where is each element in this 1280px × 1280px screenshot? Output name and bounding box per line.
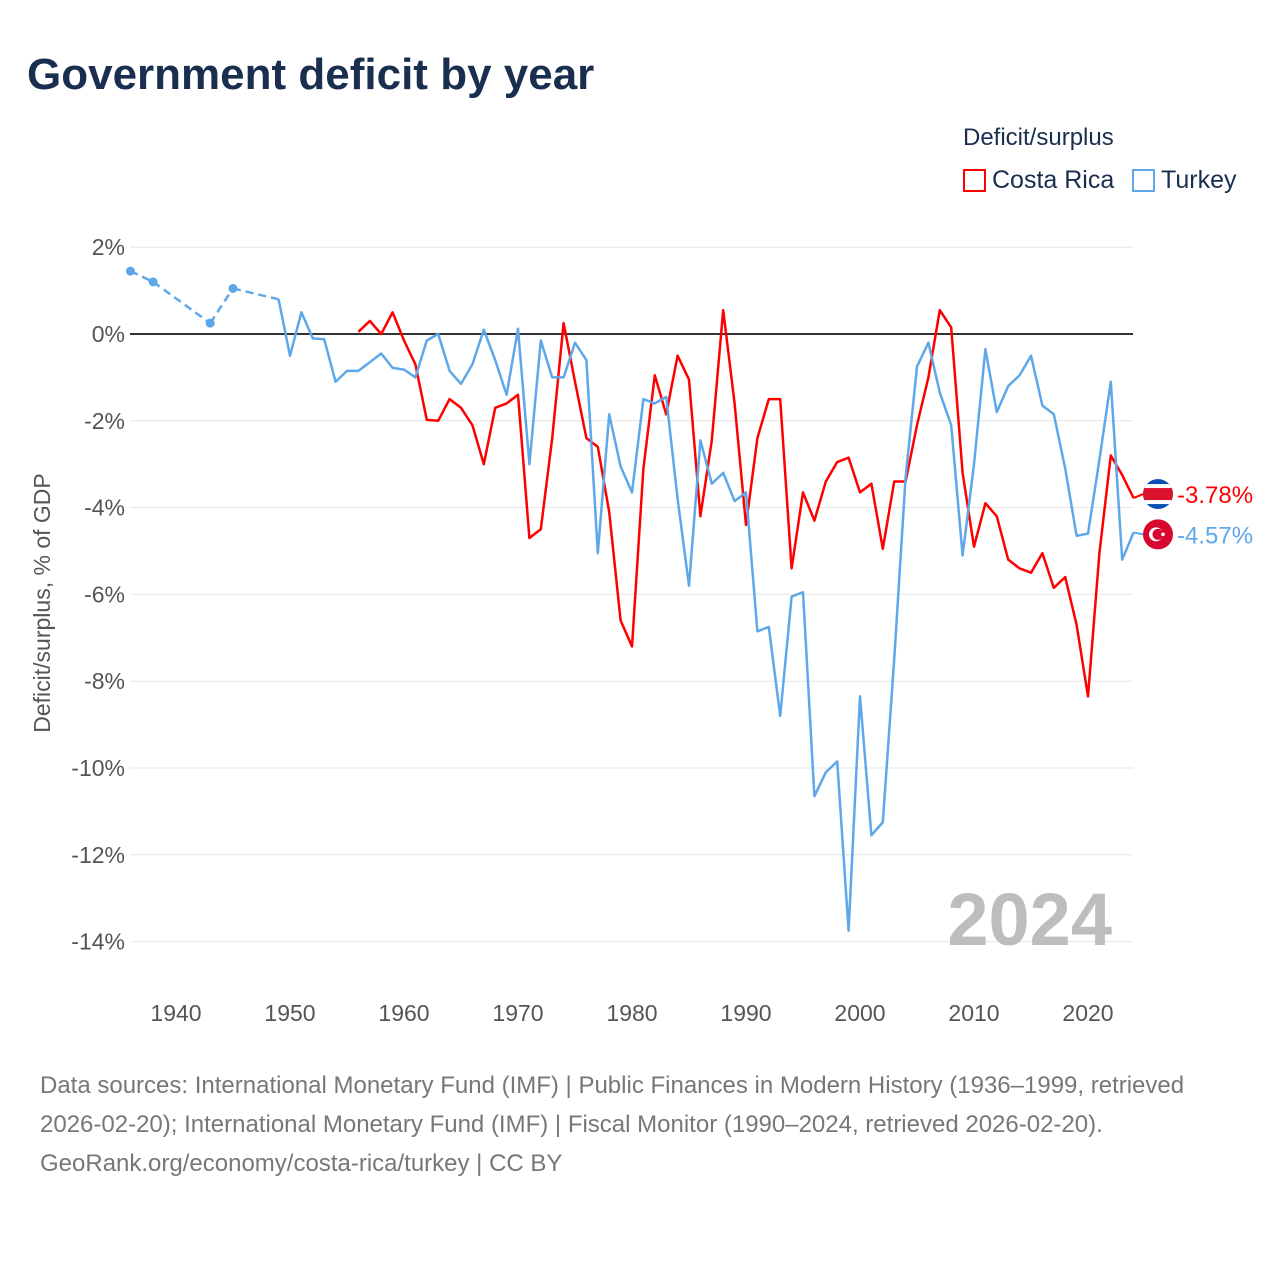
turkey-end-label: -4.57% bbox=[1177, 522, 1253, 549]
x-tick-label: 1970 bbox=[492, 1000, 543, 1026]
y-tick-label: -4% bbox=[84, 495, 125, 521]
legend-label: Turkey bbox=[1161, 166, 1237, 194]
legend-title: Deficit/surplus bbox=[963, 124, 1114, 151]
turkey-gap-line bbox=[209, 287, 235, 324]
y-tick-label: -8% bbox=[84, 668, 125, 694]
line-chart: 2% 0% -2% -4% -6% -8% -10% -12% -14% 1940 1950 1960… bbox=[29, 234, 1253, 1026]
y-tick-label: -2% bbox=[84, 408, 125, 434]
turkey-gap-line bbox=[152, 280, 211, 325]
costa-rica-line bbox=[357, 308, 1135, 698]
x-tick-label: 1990 bbox=[720, 1000, 771, 1026]
x-tick-label: 1960 bbox=[378, 1000, 429, 1026]
flag-red bbox=[1143, 488, 1173, 501]
y-axis-label: Deficit/surplus, % of GDP bbox=[29, 473, 55, 732]
footer: Data sources: International Monetary Fun… bbox=[40, 1066, 1240, 1183]
turkey-gap-line bbox=[129, 269, 154, 284]
y-tick-label: 2% bbox=[92, 234, 125, 260]
year-watermark: 2024 bbox=[947, 878, 1112, 961]
x-tick-label: 2000 bbox=[834, 1000, 885, 1026]
x-tick-label: 2020 bbox=[1062, 1000, 1113, 1026]
costa-rica-end-connector bbox=[1133, 493, 1144, 499]
y-tick-label: 0% bbox=[92, 321, 125, 347]
y-tick-label: -6% bbox=[84, 581, 125, 607]
turkey-gap-line bbox=[232, 287, 279, 301]
y-tick-label: -12% bbox=[71, 842, 125, 868]
x-tick-label: 1940 bbox=[150, 1000, 201, 1026]
legend-item-turkey[interactable]: Turkey bbox=[1132, 166, 1236, 195]
turkey-end-connector bbox=[1133, 531, 1144, 536]
y-tick-label: -10% bbox=[71, 755, 125, 781]
turkey-line bbox=[277, 299, 1135, 932]
star bbox=[1161, 532, 1165, 537]
crescent-inner bbox=[1152, 528, 1164, 540]
data-sources: Data sources: International Monetary Fun… bbox=[40, 1072, 1185, 1138]
legend-item-costa-rica[interactable]: Costa Rica bbox=[963, 166, 1114, 195]
costa-rica-end-label: -3.78% bbox=[1177, 482, 1253, 509]
costa-rica-flag bbox=[1143, 479, 1173, 510]
legend-swatch bbox=[1132, 169, 1155, 192]
x-tick-label: 1950 bbox=[264, 1000, 315, 1026]
credit-link[interactable]: GeoRank.org/economy/costa-rica/turkey | … bbox=[40, 1150, 563, 1177]
legend-label: Costa Rica bbox=[992, 166, 1115, 194]
costa-rica-flag-icon bbox=[1143, 479, 1173, 510]
turkey-flag-icon bbox=[1143, 519, 1173, 550]
x-tick-label: 1980 bbox=[606, 1000, 657, 1026]
y-tick-label: -14% bbox=[71, 929, 125, 955]
x-tick-label: 2010 bbox=[948, 1000, 999, 1026]
legend-swatch bbox=[963, 169, 986, 192]
chart-title: Government deficit by year bbox=[27, 50, 595, 99]
